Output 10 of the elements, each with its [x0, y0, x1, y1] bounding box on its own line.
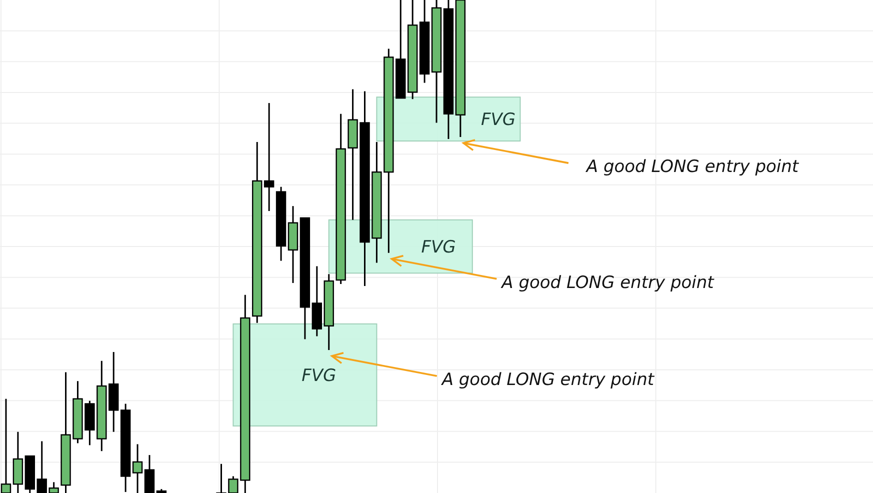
band-label: FVG [481, 110, 516, 130]
annotation: A good LONG entry point [440, 370, 656, 390]
annotation: A good LONG entry point [585, 157, 800, 178]
candlestick [144, 454, 155, 493]
band-label: FVG [302, 366, 336, 386]
candlestick [264, 102, 274, 212]
annotation: A good LONG entry point [500, 272, 716, 293]
candlestick [132, 443, 143, 493]
band-label: FVG [421, 238, 456, 258]
candlestick [0, 398, 12, 493]
